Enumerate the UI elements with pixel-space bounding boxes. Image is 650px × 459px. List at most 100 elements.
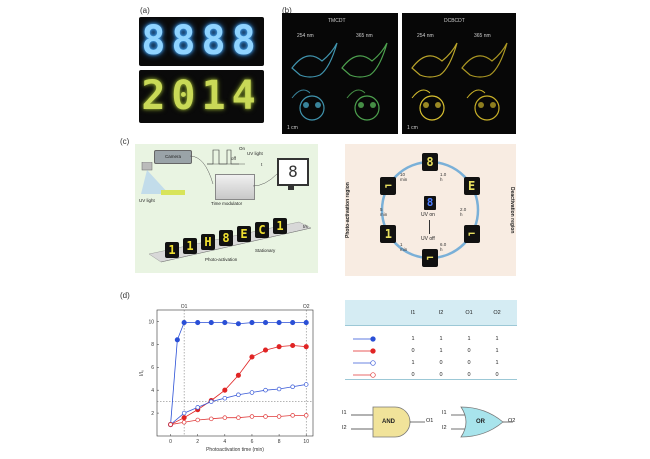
data-point <box>303 413 309 418</box>
time-modulator-label: Time modulator <box>211 201 243 206</box>
y-tick-label: 6 <box>151 365 154 371</box>
data-point <box>181 410 187 416</box>
monitor-digit: 8 <box>288 162 298 181</box>
display-green-digits: 2014 <box>141 73 262 119</box>
data-point <box>168 422 173 427</box>
data-point <box>222 387 228 393</box>
b-right-wl2: 365 nm <box>474 33 491 39</box>
table-cell: 1 <box>495 360 499 366</box>
data-point <box>290 413 295 418</box>
pulse-t-label: t <box>261 162 263 167</box>
data-point <box>249 414 255 419</box>
data-point <box>262 320 269 326</box>
data-point <box>235 372 241 378</box>
data-point <box>195 320 201 326</box>
table-cell: 1 <box>439 348 443 354</box>
display-blue: 8888 <box>139 17 264 66</box>
b-left-title: TMCDT <box>328 18 346 24</box>
cycle-time-label: 2.0 h <box>460 207 467 217</box>
cycle-tile: ⌐ <box>422 249 438 267</box>
b-left-scale: 1 cm <box>287 125 298 131</box>
legend-dot <box>370 348 376 354</box>
panel-d-plot: O1 O2 2 4 6 8 10 0 2 4 6 8 10 I/I₀ Photoactivation tim… <box>135 300 318 453</box>
or-in2-label: I2 <box>442 425 447 431</box>
annotation-label: O1 <box>181 304 188 310</box>
x-tick-label: 4 <box>223 439 226 445</box>
pulse-diagram <box>207 149 245 165</box>
data-point <box>235 321 241 327</box>
data-point <box>222 320 228 326</box>
time-modulator-icon <box>215 174 255 200</box>
camera-label: Camera <box>164 154 181 159</box>
series-line <box>170 345 307 425</box>
table-header-cell: I2 <box>438 310 444 316</box>
stationary-label: Stationary <box>255 248 276 253</box>
film-t-label: t/s <box>303 224 308 229</box>
data-point <box>303 382 309 387</box>
data-point <box>276 414 282 419</box>
b-left-wl1: 254 nm <box>297 33 314 39</box>
center-digit: 8 <box>424 196 436 210</box>
data-point <box>208 320 214 326</box>
cycle-time-label: 1.0 h <box>440 172 447 183</box>
pulse-uv-label: UV light <box>247 151 263 156</box>
x-tick-label: 10 <box>303 439 309 445</box>
film-tile: 8 <box>219 230 233 246</box>
panel-b-right-photo: DCBCDT 254 nm 365 nm 1 cm <box>402 13 516 134</box>
table-cell: 1 <box>495 336 499 342</box>
table-cell: 0 <box>411 372 415 378</box>
data-point <box>222 415 228 420</box>
legend-marker <box>353 360 376 366</box>
film-tile: 1 <box>273 218 287 234</box>
monitor-icon: 8 <box>277 158 309 186</box>
y-tick-label: 8 <box>151 342 154 348</box>
display-blue-digits: 8888 <box>141 18 262 64</box>
cycle-time-label: 5 min <box>380 207 388 217</box>
b-right-wl1: 254 nm <box>417 33 434 39</box>
and-in1-label: I1 <box>342 410 347 416</box>
panel-c-setup: Camera UV light On off UV light t Time m… <box>135 144 318 273</box>
and-out-label: O1 <box>426 418 434 424</box>
data-point <box>303 344 309 350</box>
table-cell: 0 <box>467 348 471 354</box>
data-point <box>262 347 269 353</box>
data-point <box>209 416 214 422</box>
data-point <box>181 415 187 421</box>
y-axis-label: I/I₀ <box>139 370 145 376</box>
cycle-tile: ⌐ <box>463 225 480 243</box>
table-cell: 0 <box>467 372 471 378</box>
data-point <box>222 395 228 401</box>
truth-table-header <box>345 300 517 326</box>
panel-b-label: (b) <box>282 6 292 15</box>
line-chart: O1 O2 2 4 6 8 10 0 2 4 6 8 10 I/I₀ Photoactivation tim… <box>139 304 314 453</box>
deactivation-region-label: Deactivation region <box>509 186 515 234</box>
data-point <box>195 417 200 423</box>
or-out-label: O2 <box>508 418 516 424</box>
table-cell: 1 <box>439 336 443 342</box>
data-point <box>276 344 282 350</box>
table-cell: 0 <box>439 360 443 366</box>
table-cell: 1 <box>495 348 499 354</box>
data-point <box>236 415 241 420</box>
header-divider <box>345 325 517 326</box>
film-tile: E <box>237 226 251 242</box>
legend-dot <box>370 336 376 342</box>
data-point <box>181 320 187 326</box>
table-cell: 0 <box>467 360 471 366</box>
data-point <box>236 392 241 398</box>
data-point <box>209 399 214 404</box>
x-tick-label: 2 <box>196 439 199 445</box>
b-right-drawings <box>411 42 508 121</box>
table-cell: 0 <box>439 372 443 378</box>
data-point <box>174 337 180 343</box>
and-gate-label: AND <box>382 419 395 425</box>
uv-light-icon <box>141 162 185 195</box>
film-tile: 1 <box>165 242 179 258</box>
uv-off-label: UV off <box>421 236 435 242</box>
data-point <box>263 414 268 419</box>
legend-marker <box>353 336 376 342</box>
pulse-off-label: off <box>231 156 236 161</box>
b-right-scale: 1 cm <box>407 125 418 131</box>
x-tick-label: 6 <box>251 439 254 445</box>
display-green: 2014 <box>139 70 264 123</box>
